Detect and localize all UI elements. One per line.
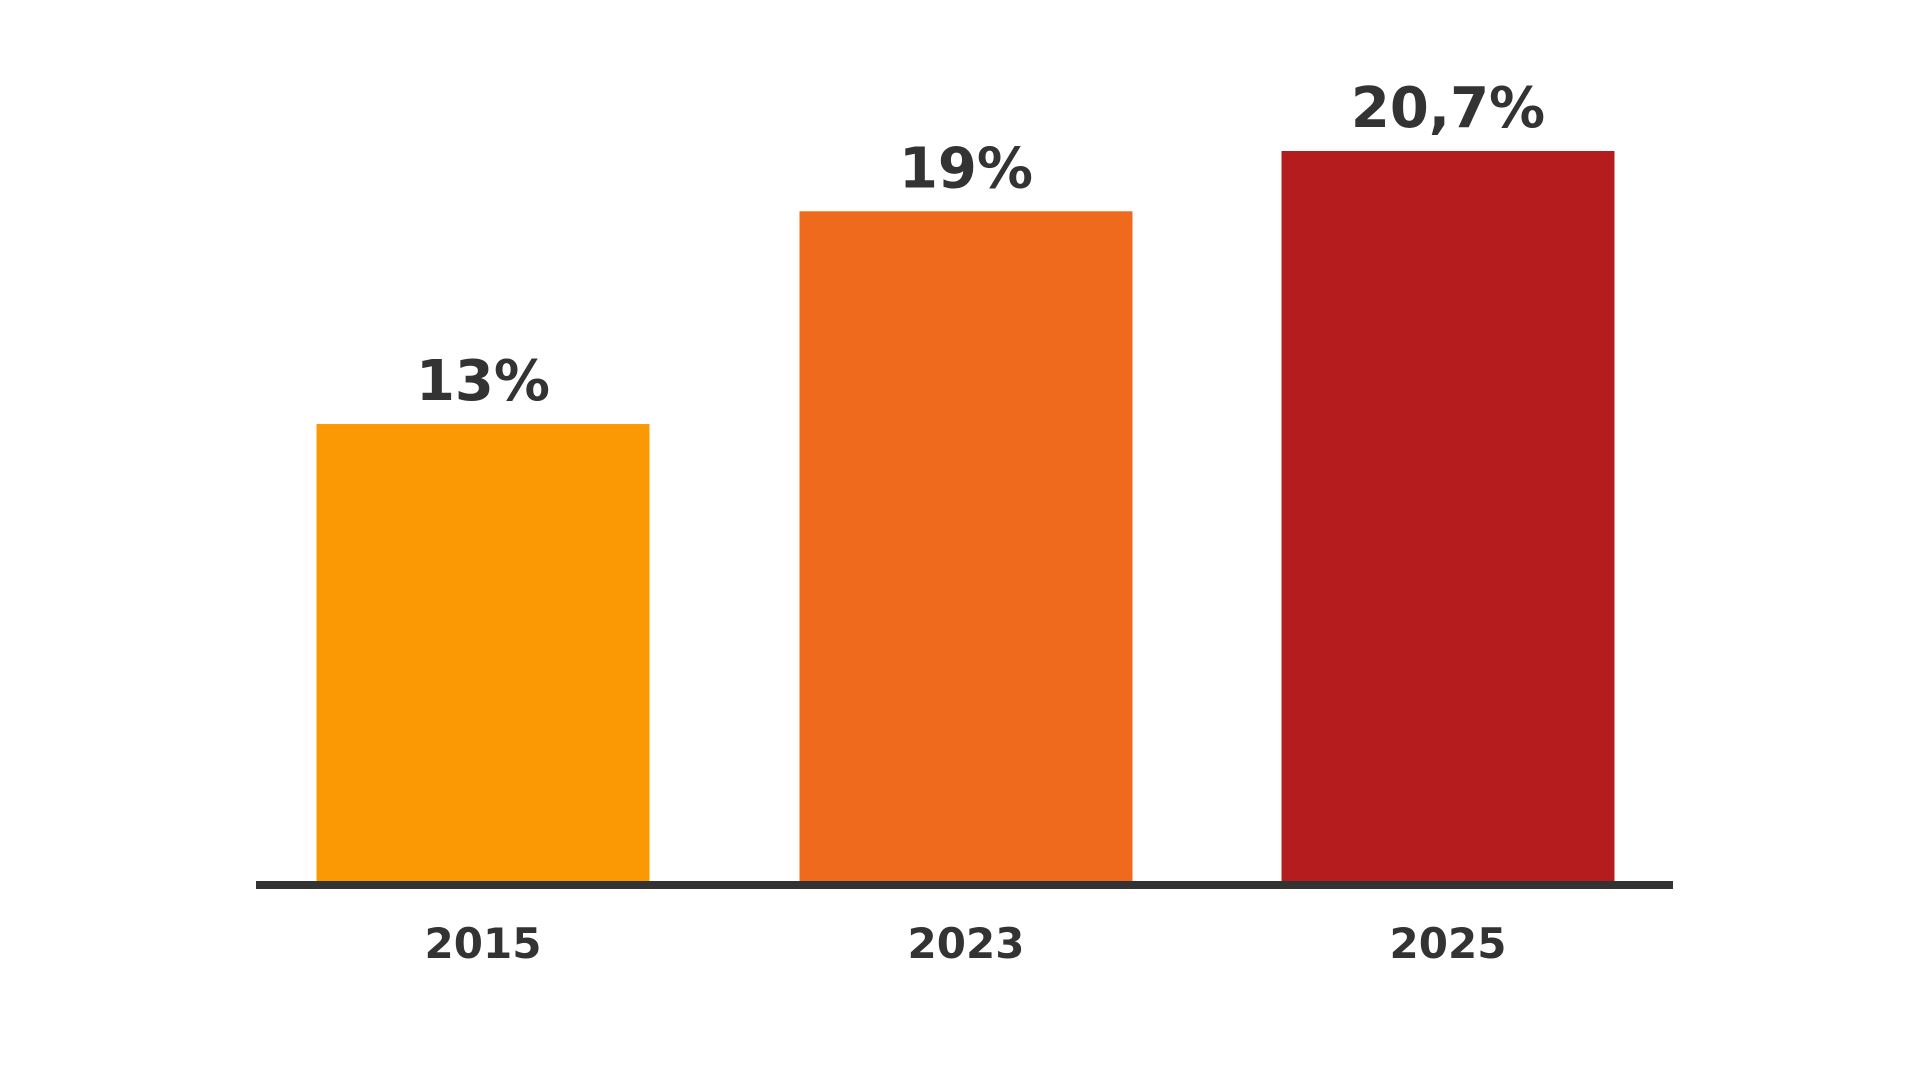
bar-2023 <box>799 211 1133 885</box>
x-tick-label-2023: 2023 <box>908 919 1025 968</box>
x-tick-label-2015: 2015 <box>425 919 542 968</box>
x-tick-label-2025: 2025 <box>1390 919 1507 968</box>
value-label-2025: 20,7% <box>1351 76 1545 141</box>
bar-2025 <box>1281 151 1615 885</box>
bar-2015 <box>316 424 650 885</box>
value-labels-layer: 13% 19% 20,7% <box>416 76 1545 414</box>
value-label-2023: 19% <box>899 136 1033 201</box>
value-label-2015: 13% <box>416 349 550 414</box>
bars-layer <box>316 151 1615 885</box>
x-tick-labels-layer: 2015 2023 2025 <box>425 919 1507 968</box>
